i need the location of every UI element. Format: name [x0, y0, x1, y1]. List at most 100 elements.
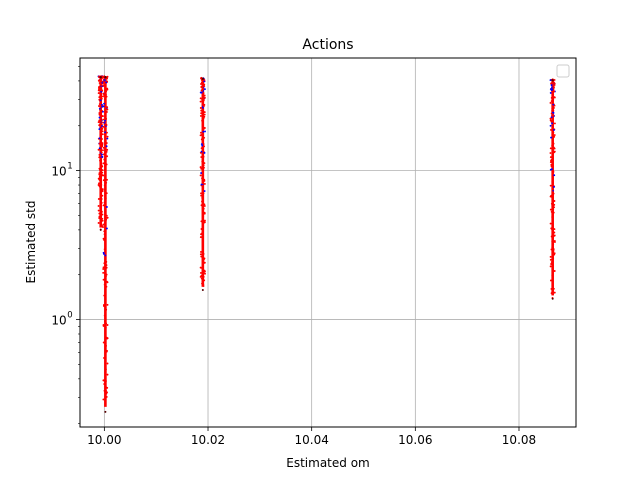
- data-point: [202, 164, 205, 167]
- data-point: [98, 119, 101, 122]
- data-point: [104, 76, 107, 79]
- data-point: [100, 201, 103, 204]
- data-point: [104, 188, 106, 191]
- point-cluster: [549, 78, 556, 300]
- data-point: [552, 264, 554, 267]
- data-point: [553, 206, 555, 209]
- data-point: [102, 271, 105, 274]
- point-cluster: [97, 75, 104, 231]
- data-point: [553, 128, 555, 131]
- data-point: [103, 222, 106, 225]
- data-point: [98, 128, 101, 131]
- data-point: [103, 81, 106, 84]
- data-point: [105, 285, 108, 288]
- data-point: [104, 320, 106, 323]
- data-point: [202, 117, 205, 120]
- data-point: [105, 131, 108, 134]
- data-point: [549, 91, 552, 94]
- data-point: [103, 158, 106, 161]
- data-point: [104, 368, 107, 371]
- data-point: [102, 226, 104, 229]
- x-tick-label: 10.02: [191, 433, 225, 447]
- data-point: [99, 125, 102, 128]
- data-point: [549, 117, 552, 120]
- data-point: [551, 268, 554, 271]
- data-point: [101, 130, 104, 133]
- data-point: [100, 151, 103, 154]
- data-point: [199, 174, 202, 177]
- data-point: [203, 204, 206, 207]
- data-point: [552, 251, 555, 254]
- data-point: [102, 325, 105, 327]
- data-point: [552, 240, 555, 243]
- data-point: [552, 246, 554, 249]
- data-point: [201, 196, 204, 199]
- data-point: [100, 144, 103, 147]
- data-point: [98, 112, 101, 114]
- data-point: [101, 103, 103, 106]
- data-point: [553, 122, 556, 125]
- data-point: [98, 178, 101, 181]
- data-point: [98, 96, 101, 99]
- data-point: [103, 314, 106, 317]
- data-point: [98, 103, 101, 106]
- data-point: [202, 92, 205, 95]
- data-point: [97, 89, 100, 92]
- y-tick-exponent: 0: [67, 311, 72, 321]
- data-point: [201, 83, 204, 86]
- data-point: [105, 227, 108, 230]
- data-point: [98, 142, 101, 145]
- data-point: [549, 265, 552, 268]
- data-point: [202, 149, 204, 152]
- data-point: [201, 232, 204, 235]
- data-point: [552, 85, 555, 88]
- data-point: [202, 130, 205, 133]
- data-point: [203, 162, 206, 165]
- data-point: [199, 266, 202, 269]
- data-point: [202, 271, 205, 274]
- data-point: [551, 152, 554, 155]
- data-point: [106, 324, 109, 326]
- data-point: [203, 111, 206, 114]
- data-point: [203, 151, 206, 154]
- data-point: [101, 194, 104, 197]
- data-point: [105, 192, 108, 195]
- data-point: [103, 248, 106, 251]
- data-point: [106, 75, 109, 78]
- data-point: [97, 92, 100, 95]
- data-point: [202, 143, 205, 145]
- data-point: [552, 131, 555, 134]
- data-point: [550, 136, 553, 139]
- data-point: [201, 87, 204, 89]
- data-point: [203, 115, 206, 118]
- data-point: [201, 226, 204, 228]
- data-point: [102, 204, 105, 207]
- data-point: [105, 308, 108, 311]
- data-point: [105, 218, 108, 221]
- data-point: [200, 91, 203, 94]
- data-point: [104, 197, 107, 200]
- data-point: [203, 113, 206, 116]
- data-point: [199, 134, 202, 137]
- data-point: [549, 222, 552, 225]
- data-point: [100, 90, 103, 93]
- data-point: [106, 216, 109, 219]
- data-point: [105, 93, 107, 96]
- data-point: [102, 252, 105, 255]
- data-point: [101, 169, 104, 172]
- data-point: [103, 184, 106, 187]
- data-point: [551, 86, 553, 89]
- data-point: [105, 163, 108, 166]
- x-tick-label: 10.04: [294, 433, 328, 447]
- data-point: [202, 179, 204, 182]
- data-point: [103, 357, 105, 359]
- data-point: [202, 285, 205, 287]
- point-cluster: [102, 75, 109, 413]
- data-point: [200, 204, 203, 207]
- data-point: [105, 142, 108, 144]
- data-point: [552, 249, 555, 252]
- data-point: [202, 152, 204, 155]
- data-point: [105, 266, 108, 269]
- data-point: [202, 252, 205, 255]
- data-point: [97, 205, 100, 207]
